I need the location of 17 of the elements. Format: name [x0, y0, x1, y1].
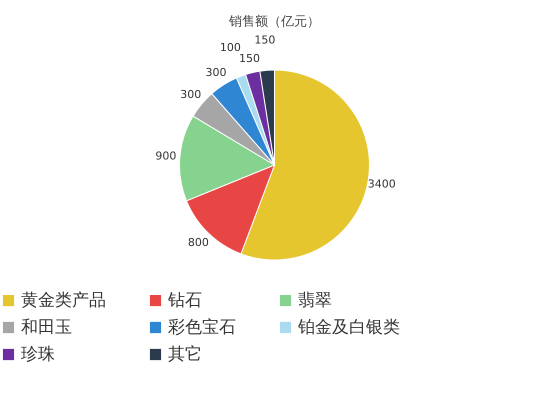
data-label: 300	[206, 66, 226, 80]
legend-label: 钻石	[167, 290, 202, 311]
legend-label: 翡翠	[298, 290, 332, 311]
data-label: 300	[180, 88, 202, 102]
data-label: 100	[220, 41, 241, 54]
legend-label: 其它	[168, 344, 202, 364]
chart-title: 销售额（亿元）	[228, 14, 320, 30]
data-label: 900	[155, 150, 176, 163]
data-label: 150	[254, 33, 276, 46]
data-label: 3400	[368, 178, 396, 191]
legend-label: 和田玉	[21, 318, 72, 338]
legend-label: 珍珠	[21, 344, 55, 364]
legend-label: 彩色宝石	[168, 318, 236, 338]
data-label: 800	[188, 236, 209, 250]
legend-label: 黄金类产品	[21, 290, 106, 311]
legend-label: 铂金及白银类	[297, 318, 400, 338]
data-label: 150	[238, 52, 260, 65]
